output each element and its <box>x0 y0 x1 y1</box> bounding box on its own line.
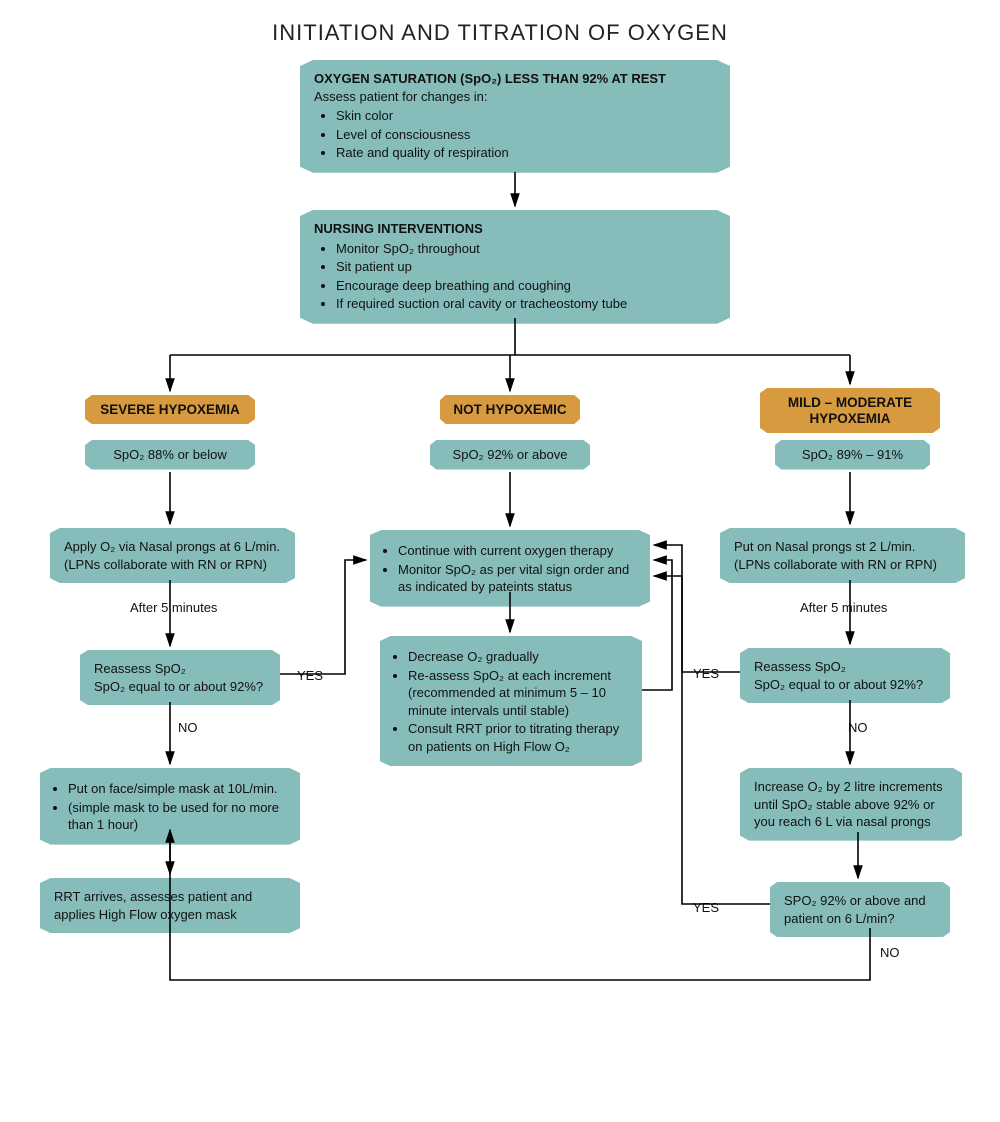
node-mild-reassess: Reassess SpO₂ SpO₂ equal to or about 92%… <box>740 648 950 703</box>
node-nursing: NURSING INTERVENTIONS Monitor SpO₂ throu… <box>300 210 730 324</box>
node-mild-put: Put on Nasal prongs st 2 L/min. (LPNs co… <box>720 528 965 583</box>
node-assess-bullet: Level of consciousness <box>336 126 716 144</box>
sub-mild: SpO₂ 89% – 91% <box>775 440 930 470</box>
page-title: INITIATION AND TITRATION OF OXYGEN <box>0 0 1000 46</box>
node-assess: OXYGEN SATURATION (SpO₂) LESS THAN 92% A… <box>300 60 730 173</box>
severe-mask-bullet: Put on face/simple mask at 10L/min. <box>68 780 286 798</box>
label-yes2: YES <box>693 666 719 681</box>
node-not-decrease: Decrease O₂ gradually Re-assess SpO₂ at … <box>380 636 642 766</box>
node-nursing-heading: NURSING INTERVENTIONS <box>314 220 716 238</box>
header-not: NOT HYPOXEMIC <box>440 395 580 424</box>
node-nursing-bullet: Monitor SpO₂ throughout <box>336 240 716 258</box>
not-continue-bullet: Monitor SpO₂ as per vital sign order and… <box>398 561 636 596</box>
node-severe-rrt: RRT arrives, assesses patient and applie… <box>40 878 300 933</box>
mild-reassess-l1: Reassess SpO₂ <box>754 658 936 676</box>
not-decrease-bullet: Decrease O₂ gradually <box>408 648 628 666</box>
header-mild: MILD – MODERATE HYPOXEMIA <box>760 388 940 433</box>
severe-reassess-l1: Reassess SpO₂ <box>94 660 266 678</box>
label-yes3: YES <box>693 900 719 915</box>
severe-mask-bullet: (simple mask to be used for no more than… <box>68 799 286 834</box>
mild-reassess-l2: SpO₂ equal to or about 92%? <box>754 676 936 694</box>
label-no3: NO <box>880 945 900 960</box>
label-after5-right: After 5 minutes <box>800 600 887 615</box>
node-nursing-bullet: Sit patient up <box>336 258 716 276</box>
not-decrease-bullet: Consult RRT prior to titrating therapy o… <box>408 720 628 755</box>
node-nursing-bullet: Encourage deep breathing and coughing <box>336 277 716 295</box>
node-assess-heading: OXYGEN SATURATION (SpO₂) LESS THAN 92% A… <box>314 70 716 88</box>
node-assess-lead: Assess patient for changes in: <box>314 88 716 106</box>
not-decrease-bullet: Re-assess SpO₂ at each increment (recomm… <box>408 667 628 720</box>
node-assess-bullet: Skin color <box>336 107 716 125</box>
label-after5-left: After 5 minutes <box>130 600 217 615</box>
node-not-continue: Continue with current oxygen therapy Mon… <box>370 530 650 607</box>
node-mild-check: SPO₂ 92% or above and patient on 6 L/min… <box>770 882 950 937</box>
node-severe-mask: Put on face/simple mask at 10L/min. (sim… <box>40 768 300 845</box>
node-nursing-bullet: If required suction oral cavity or trach… <box>336 295 716 313</box>
not-continue-bullet: Continue with current oxygen therapy <box>398 542 636 560</box>
sub-severe: SpO₂ 88% or below <box>85 440 255 470</box>
label-yes1: YES <box>297 668 323 683</box>
node-assess-bullet: Rate and quality of respiration <box>336 144 716 162</box>
label-no2: NO <box>848 720 868 735</box>
sub-not: SpO₂ 92% or above <box>430 440 590 470</box>
label-no1: NO <box>178 720 198 735</box>
node-mild-increase: Increase O₂ by 2 litre increments until … <box>740 768 962 841</box>
header-severe: SEVERE HYPOXEMIA <box>85 395 255 424</box>
node-severe-reassess: Reassess SpO₂ SpO₂ equal to or about 92%… <box>80 650 280 705</box>
severe-reassess-l2: SpO₂ equal to or about 92%? <box>94 678 266 696</box>
node-severe-apply: Apply O₂ via Nasal prongs at 6 L/min. (L… <box>50 528 295 583</box>
